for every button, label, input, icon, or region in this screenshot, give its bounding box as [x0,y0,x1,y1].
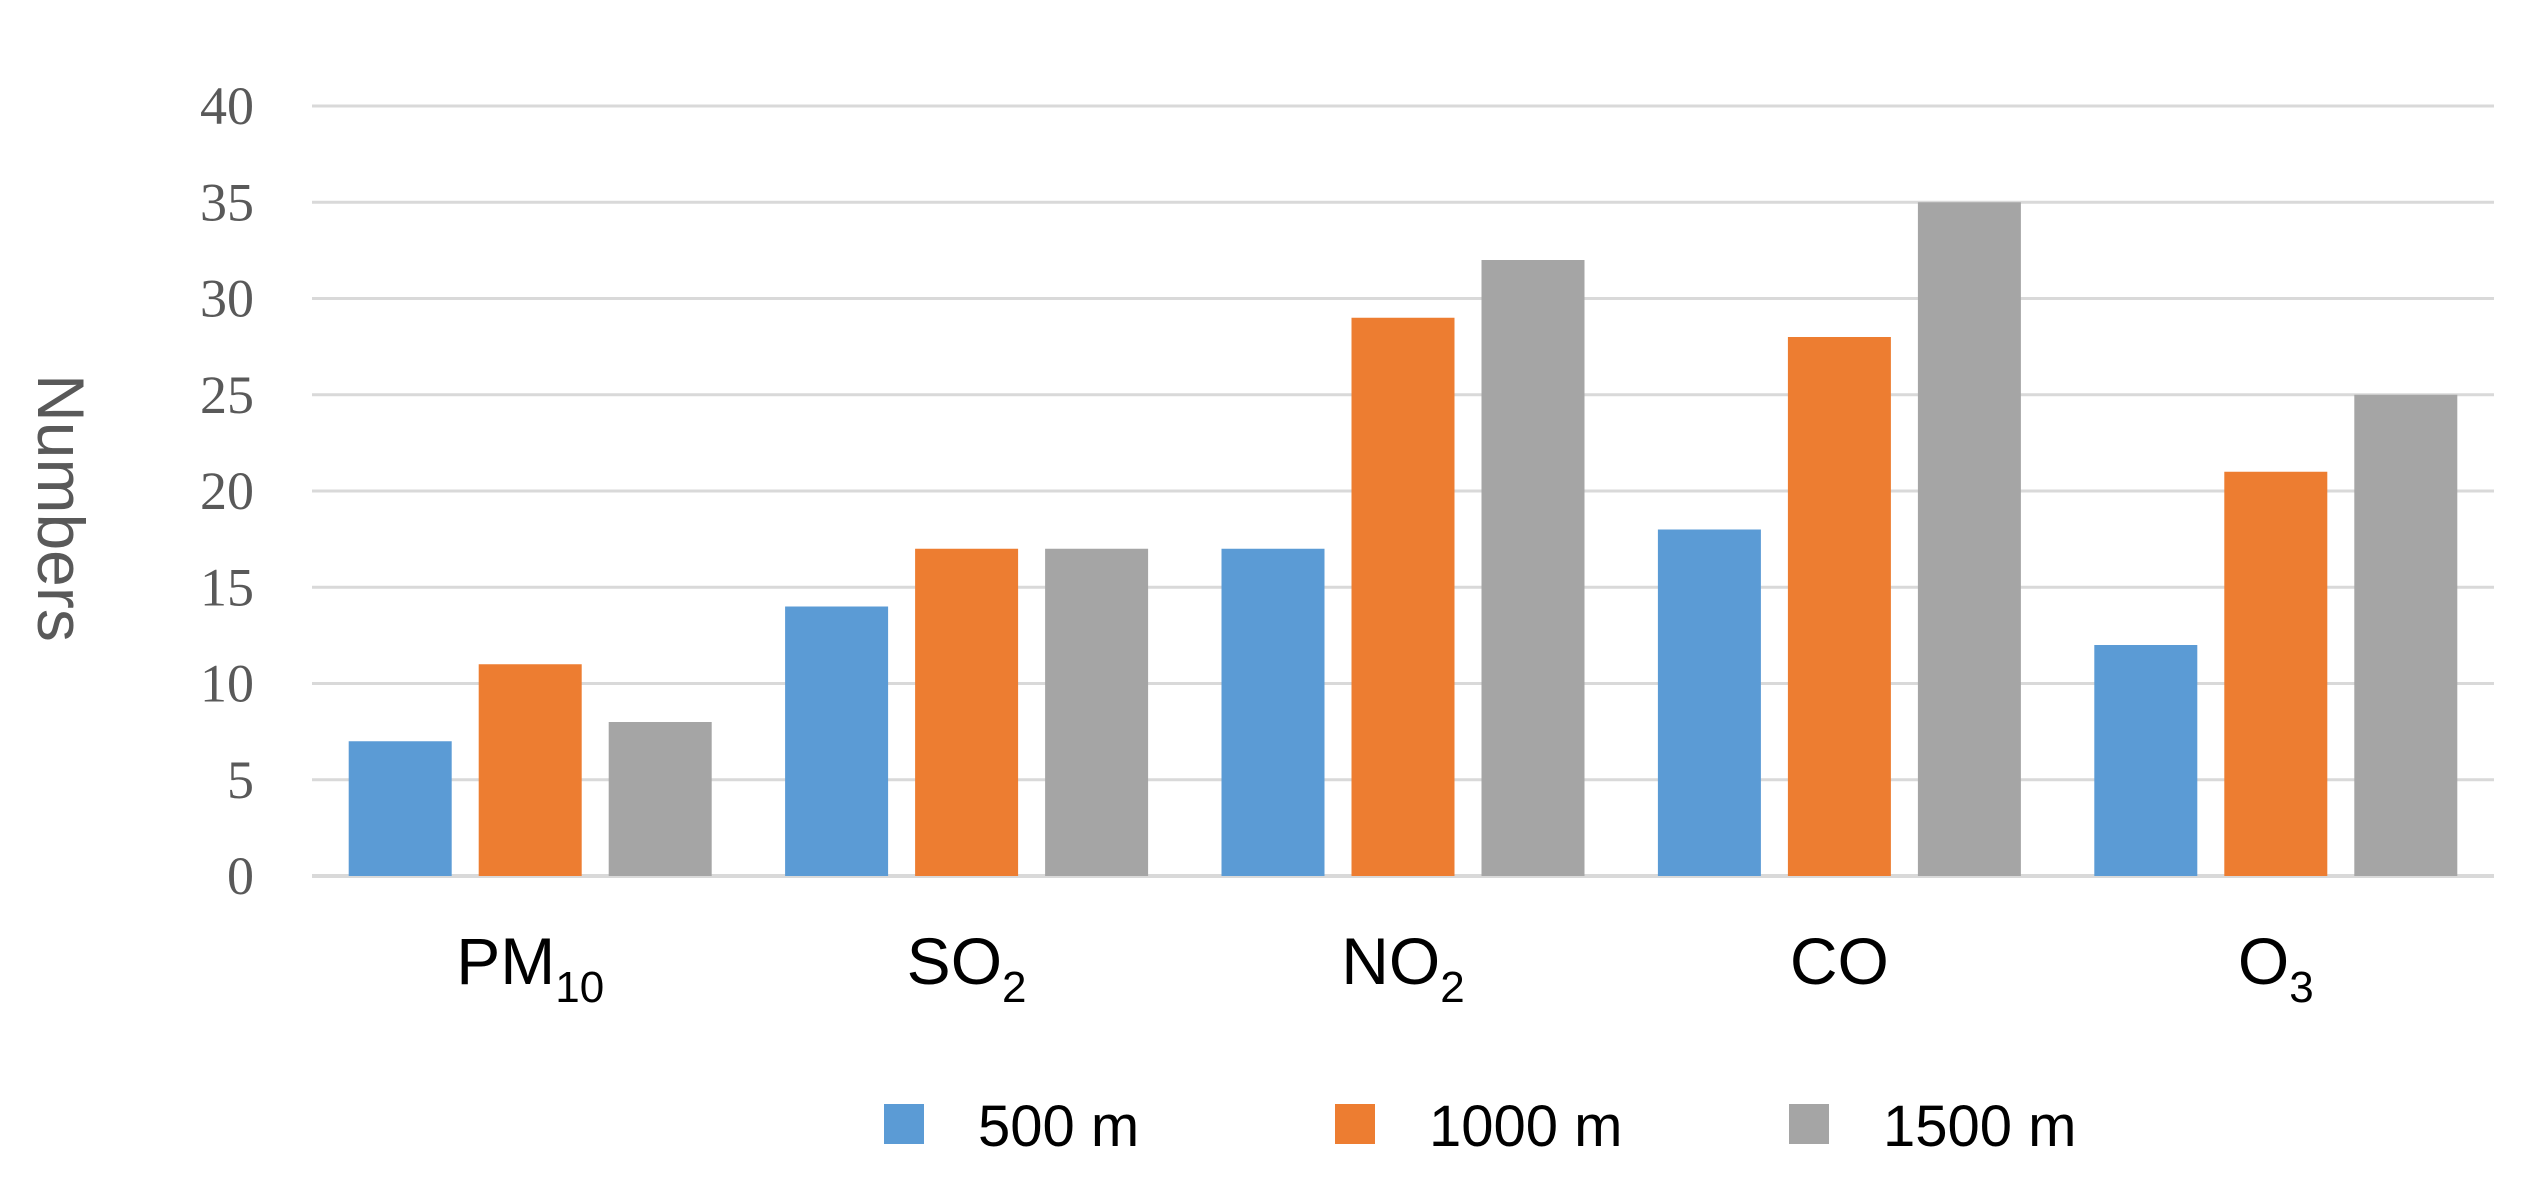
y-tick-label: 35 [200,172,254,232]
y-axis-ticks: 0 5 10 15 20 25 30 35 40 [200,76,254,906]
bar-1500m-no2 [1481,260,1585,876]
legend-swatch [1335,1104,1375,1144]
legend-label: 1000 m [1429,1094,1622,1159]
y-tick-label: 0 [227,846,254,906]
bar-1000m-pm10 [478,664,582,876]
y-tick-label: 15 [200,557,254,617]
y-tick-label: 30 [200,269,254,329]
x-category-label: PM10 [456,924,604,1012]
bar-1500m-so2 [1045,548,1149,876]
y-tick-label: 20 [200,461,254,521]
bar-500m-pm10 [348,741,452,876]
bars [348,202,2458,876]
y-tick-label: 25 [200,365,254,425]
bar-1000m-o3 [2224,471,2328,876]
bar-1500m-pm10 [608,722,712,876]
y-tick-label: 5 [227,750,254,810]
bar-1000m-so2 [915,548,1019,876]
y-tick-label: 10 [200,654,254,714]
bar-500m-so2 [785,606,889,876]
y-tick-label: 40 [200,76,254,136]
bar-500m-o3 [2094,645,2198,876]
bar-500m-co [1657,529,1761,876]
x-category-label: CO [1790,924,1889,998]
legend-swatch [884,1104,924,1144]
legend-label: 1500 m [1883,1094,2076,1159]
x-axis-categories: PM10 SO2 NO2 CO O3 [456,924,2313,1012]
x-category-label: O3 [2238,924,2314,1012]
bar-1000m-co [1787,337,1891,876]
bar-1000m-no2 [1351,317,1455,876]
x-category-label: NO2 [1341,924,1464,1012]
legend: 500 m 1000 m 1500 m [884,1094,2076,1159]
bar-500m-no2 [1221,548,1325,876]
y-axis-title: Numbers [24,374,98,642]
x-category-label: SO2 [907,924,1027,1012]
bar-1500m-o3 [2354,394,2458,876]
bar-1500m-co [1917,202,2021,876]
legend-label: 500 m [978,1094,1139,1159]
legend-swatch [1789,1104,1829,1144]
